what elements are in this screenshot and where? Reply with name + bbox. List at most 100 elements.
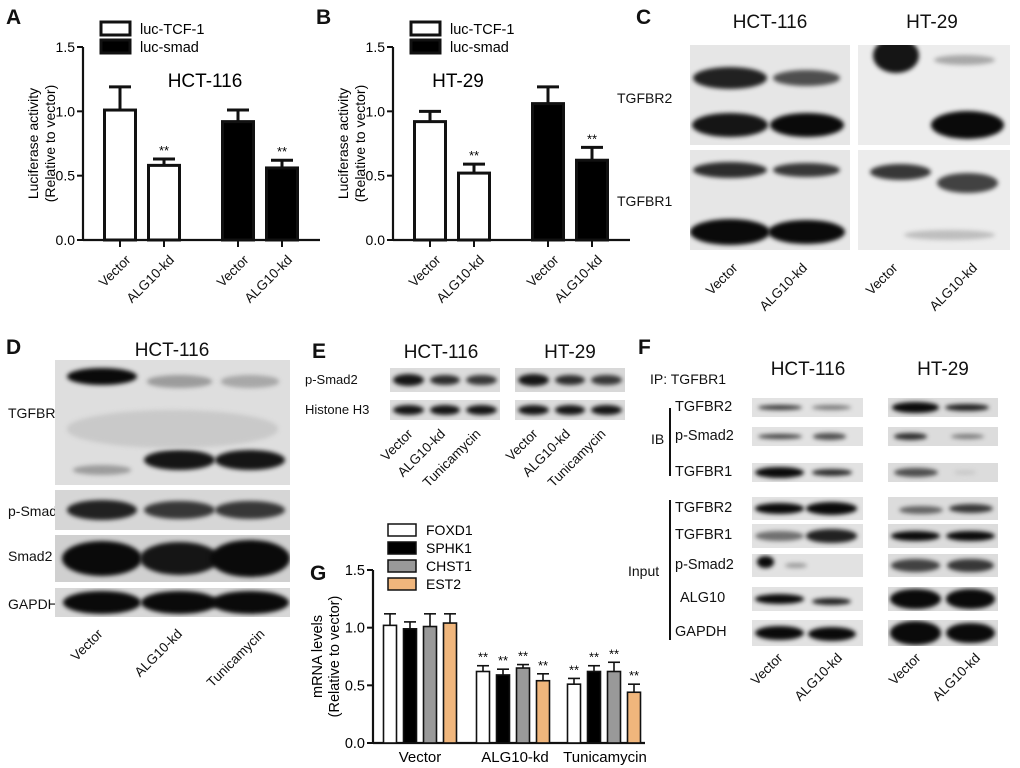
y-tick-label: 0.5 bbox=[366, 168, 386, 184]
protein-band bbox=[72, 465, 132, 475]
chart-A: 0.0 0.5 1.0 1.5 Luciferase activity(Relative… bbox=[25, 20, 320, 248]
protein-band bbox=[518, 405, 550, 415]
legend-label: EST2 bbox=[426, 576, 461, 592]
protein-band bbox=[757, 433, 802, 440]
legend-label: luc-TCF-1 bbox=[450, 22, 514, 38]
row-label: TGFBR2 bbox=[617, 90, 673, 106]
row-label: p-Smad2 bbox=[675, 427, 734, 444]
protein-band bbox=[755, 466, 805, 479]
bar-EST2-0 bbox=[442, 622, 458, 744]
protein-band bbox=[950, 434, 984, 439]
y-tick-label: 0.0 bbox=[345, 736, 365, 752]
legend-label: luc-smad bbox=[450, 40, 509, 56]
protein-band bbox=[755, 530, 805, 542]
row-label: p-Smad2 bbox=[675, 556, 734, 573]
significance-marker: ** bbox=[629, 668, 639, 683]
panel-letter-B: B bbox=[316, 6, 332, 29]
lane-label: ALG10-kd bbox=[131, 626, 186, 680]
significance-marker: ** bbox=[589, 650, 599, 665]
chart-title: HCT-116 bbox=[168, 71, 243, 92]
panel-letter-E: E bbox=[312, 340, 327, 363]
protein-band bbox=[755, 625, 805, 641]
protein-band bbox=[937, 173, 998, 193]
row-label: Smad2 bbox=[8, 548, 53, 564]
bar-luc-TCF-1-1 bbox=[147, 163, 181, 242]
significance-marker: ** bbox=[159, 143, 169, 158]
cell-line-title: HT-29 bbox=[544, 342, 596, 363]
y-tick-label: 1.5 bbox=[366, 39, 386, 55]
input-label: Input bbox=[628, 563, 660, 579]
protein-band bbox=[693, 67, 767, 89]
protein-band bbox=[947, 558, 994, 573]
significance-marker: ** bbox=[498, 653, 508, 668]
lane-label: Vector bbox=[67, 626, 106, 664]
bar-SPHK1-0 bbox=[402, 628, 418, 744]
protein-band bbox=[770, 113, 844, 137]
blot-F-HCT116-p-Smad2 bbox=[752, 427, 863, 446]
protein-band bbox=[812, 597, 852, 605]
y-tick-label: 1.0 bbox=[56, 103, 76, 119]
protein-band bbox=[890, 621, 941, 645]
row-label: TGFBR2 bbox=[675, 398, 733, 415]
lane-label: Vector bbox=[885, 650, 924, 688]
protein-band bbox=[214, 450, 286, 470]
protein-band bbox=[693, 162, 767, 178]
y-tick-label: 1.5 bbox=[56, 39, 76, 55]
blot-D-TGFBR2 bbox=[55, 360, 290, 485]
bar-FOXD1-0 bbox=[382, 624, 398, 744]
protein-band bbox=[945, 403, 990, 412]
lane-label: ALG10-kd bbox=[756, 260, 811, 314]
blot-F-HCT116-TGFBR1 bbox=[752, 463, 863, 482]
blot-C-HT29-TGFBR1 bbox=[858, 150, 1010, 250]
row-label: TGFBR2 bbox=[8, 405, 64, 421]
protein-band bbox=[62, 540, 142, 577]
chart-title: HT-29 bbox=[432, 71, 484, 92]
y-tick-label: 0.0 bbox=[366, 232, 386, 248]
cell-line-title: HCT-116 bbox=[770, 359, 846, 380]
legend-swatch bbox=[409, 20, 442, 37]
legend-label: SPHK1 bbox=[426, 540, 472, 556]
protein-band bbox=[946, 530, 995, 542]
row-label: p-Smad2 bbox=[8, 503, 65, 519]
blot-F-HT29-TGFBR1 bbox=[888, 524, 998, 548]
protein-band bbox=[892, 402, 939, 413]
significance-marker: ** bbox=[518, 649, 528, 664]
protein-band bbox=[755, 594, 805, 604]
significance-marker: ** bbox=[478, 650, 488, 665]
legend-swatch bbox=[387, 541, 417, 555]
y-axis-label-line: Luciferase activity bbox=[25, 88, 41, 199]
bar-luc-TCF-1-0 bbox=[103, 108, 137, 242]
ib-bracket bbox=[669, 408, 671, 476]
row-label: ALG10 bbox=[680, 590, 726, 606]
blot-C-HCT116-TGFBR1 bbox=[690, 150, 850, 250]
protein-band bbox=[930, 111, 1004, 139]
lane-label: ALG10-kd bbox=[791, 650, 846, 704]
blot-E-HCT116-pSmad2 bbox=[390, 368, 500, 392]
protein-band bbox=[393, 405, 425, 415]
lane-label: Tunicamycin bbox=[203, 626, 268, 691]
row-label: TGFBR1 bbox=[675, 463, 733, 480]
protein-band bbox=[220, 375, 280, 388]
blot-F-HT29-GAPDH bbox=[888, 620, 998, 646]
protein-band bbox=[140, 590, 219, 615]
blot-F-HCT116-GAPDH bbox=[752, 620, 863, 646]
bar-CHST1-2 bbox=[606, 670, 622, 744]
protein-band bbox=[954, 469, 976, 476]
y-tick-label: 1.0 bbox=[345, 621, 365, 637]
row-label: TGFBR1 bbox=[617, 193, 673, 209]
protein-band bbox=[214, 501, 286, 519]
legend-swatch bbox=[99, 38, 132, 55]
protein-band bbox=[429, 405, 461, 415]
chart-G: 0.0 0.5 1.0 1.5 mRNA levels(Relative to vect… bbox=[310, 522, 647, 766]
significance-marker: ** bbox=[609, 646, 619, 661]
bar-luc-TCF-1-1 bbox=[457, 171, 491, 242]
panel-letter-G: G bbox=[310, 562, 327, 585]
cell-line-title: HT-29 bbox=[917, 359, 969, 380]
chart-B: 0.0 0.5 1.0 1.5 Luciferase activity(Relative… bbox=[335, 20, 630, 248]
legend-label: FOXD1 bbox=[426, 522, 473, 538]
protein-band bbox=[554, 374, 586, 386]
protein-band bbox=[393, 374, 425, 386]
ib-label: IB bbox=[651, 431, 665, 447]
y-tick-label: 1.0 bbox=[366, 103, 386, 119]
